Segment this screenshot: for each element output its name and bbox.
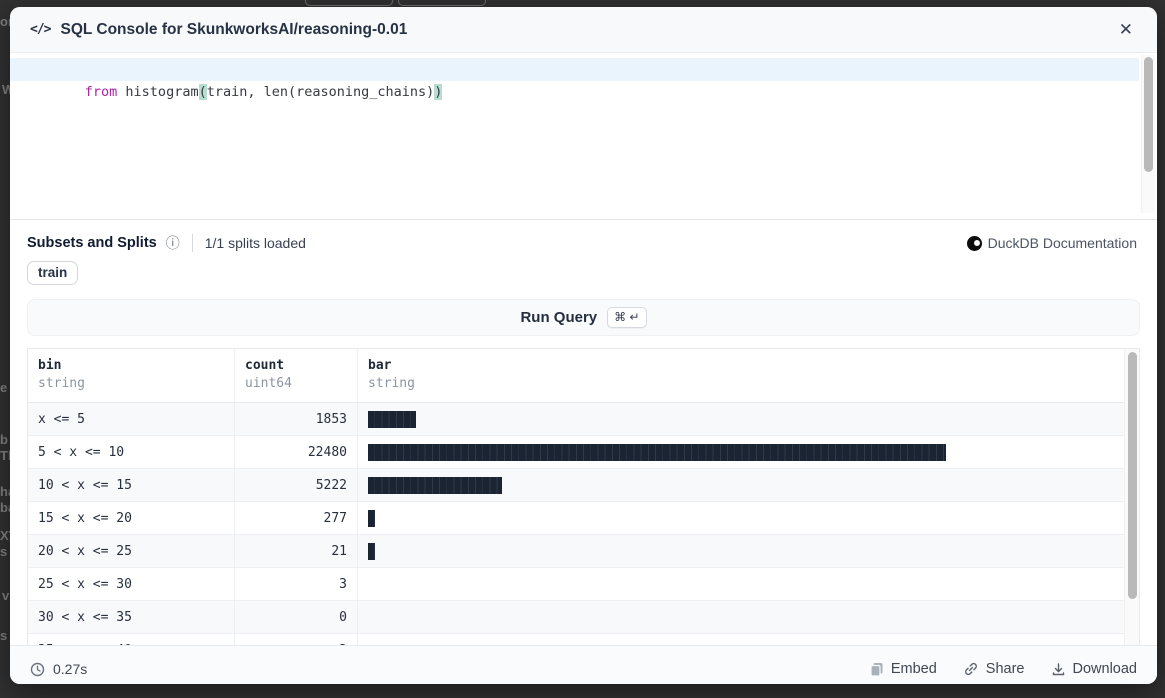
cell-count: 22480: [235, 436, 358, 468]
split-badge[interactable]: train: [27, 261, 79, 285]
divider: [191, 234, 193, 252]
cell-count: 21: [235, 535, 358, 567]
duckdb-logo-icon: [966, 235, 982, 251]
subsets-row: Subsets and Splits ⓘ 1/1 splits loaded D…: [10, 220, 1157, 252]
cell-count: 2: [235, 634, 358, 645]
cell-bar: [358, 436, 1124, 468]
cell-bin: 20 < x <= 25: [28, 535, 235, 567]
backdrop-text-fragment: s: [0, 544, 8, 559]
column-name: count: [245, 358, 285, 373]
cell-count: 277: [235, 502, 358, 534]
cell-bar: [358, 568, 1124, 600]
cell-count: 3: [235, 568, 358, 600]
keyboard-shortcut-badge: ⌘ ↵: [607, 307, 647, 328]
splits-loaded-status: 1/1 splits loaded: [204, 235, 306, 251]
table-row[interactable]: 5 < x <= 10 22480: [28, 436, 1124, 469]
cell-count: 0: [235, 601, 358, 633]
table-scrollbar-thumb[interactable]: [1127, 352, 1137, 599]
run-query-button[interactable]: Run Query ⌘ ↵: [27, 299, 1140, 336]
embed-label: Embed: [890, 661, 937, 677]
column-header-bar[interactable]: bar string: [358, 349, 1124, 402]
table-row[interactable]: 30 < x <= 35 0: [28, 601, 1124, 634]
table-row[interactable]: x <= 5 1853: [28, 403, 1124, 436]
download-label: Download: [1072, 661, 1138, 677]
cell-bin: 5 < x <= 10: [28, 436, 235, 468]
cell-bar: [358, 535, 1124, 567]
run-query-label: Run Query: [520, 309, 598, 326]
backdrop-button-outline: [305, 0, 393, 6]
backdrop-button-outline: [398, 0, 486, 6]
share-label: Share: [985, 661, 1025, 677]
column-type: string: [38, 376, 85, 391]
download-button[interactable]: Download: [1051, 661, 1138, 677]
backdrop-text-fragment: e: [0, 380, 8, 395]
table-row[interactable]: 15 < x <= 20 277: [28, 502, 1124, 535]
splits-list: train: [10, 252, 1157, 285]
sql-token: histogram: [117, 84, 199, 100]
close-icon[interactable]: ✕: [1118, 20, 1133, 39]
cell-bin: 35 < x <= 40: [28, 634, 235, 645]
cell-bin: 25 < x <= 30: [28, 568, 235, 600]
share-link-icon: [964, 662, 977, 676]
sql-token-bracket: (: [198, 84, 207, 100]
subsets-title: Subsets and Splits: [27, 235, 157, 251]
code-icon: </>: [30, 22, 52, 37]
duckdb-documentation-label: DuckDB Documentation: [987, 235, 1137, 251]
sql-editor-active-line[interactable]: from histogram(train, len(reasoning_chai…: [10, 58, 1139, 100]
histogram-bar: [368, 476, 502, 494]
sql-editor[interactable]: from histogram(train, len(reasoning_chai…: [10, 53, 1157, 220]
table-row[interactable]: 25 < x <= 30 3: [28, 568, 1124, 601]
column-name: bar: [368, 358, 392, 373]
sql-console-modal: </> SQL Console for SkunkworksAI/reasoni…: [10, 7, 1157, 684]
column-type: uint64: [245, 376, 292, 391]
sql-token: train, len(reasoning_chains): [206, 84, 435, 100]
histogram-bar: [368, 410, 416, 428]
cell-bar: [358, 502, 1124, 534]
table-scrollbar[interactable]: [1124, 349, 1139, 645]
embed-icon: [870, 662, 883, 677]
duckdb-documentation-link[interactable]: DuckDB Documentation: [966, 235, 1137, 251]
query-duration-value: 0.27s: [53, 661, 88, 677]
modal-footer: 0.27s Embed Share: [10, 645, 1157, 684]
backdrop-text-fragment: s: [0, 628, 8, 643]
cell-bar: [358, 634, 1124, 645]
cell-bin: 15 < x <= 20: [28, 502, 235, 534]
cell-bar: [358, 601, 1124, 633]
column-header-count[interactable]: count uint64: [235, 349, 358, 402]
table-row[interactable]: 10 < x <= 15 5222: [28, 469, 1124, 502]
cell-bin: x <= 5: [28, 403, 235, 435]
query-duration: 0.27s: [30, 661, 87, 677]
table-row[interactable]: 20 < x <= 25 21: [28, 535, 1124, 568]
results-table-body: x <= 5 1853 5 < x <= 10 22480 10 < x <= 15 52…: [28, 403, 1124, 645]
histogram-bar: [368, 509, 375, 527]
backdrop-text-fragment: v: [2, 588, 10, 603]
download-icon: [1052, 662, 1064, 675]
modal-title: SQL Console for SkunkworksAI/reasoning-0…: [60, 20, 408, 38]
cell-bin: 10 < x <= 15: [28, 469, 235, 501]
backdrop-text-fragment: b: [0, 432, 8, 447]
editor-scrollbar-thumb[interactable]: [1144, 57, 1153, 172]
results-table-header: bin string count uint64 bar string: [28, 349, 1124, 403]
modal-header: </> SQL Console for SkunkworksAI/reasoni…: [10, 7, 1157, 53]
table-row[interactable]: 35 < x <= 402: [28, 634, 1124, 645]
embed-button[interactable]: Embed: [870, 661, 937, 677]
cell-count: 1853: [235, 403, 358, 435]
sql-token-keyword: from: [84, 84, 118, 100]
clock-icon: [30, 662, 45, 676]
share-button[interactable]: Share: [963, 661, 1025, 677]
cell-bar: [358, 469, 1124, 501]
column-type: string: [368, 376, 415, 391]
results-table: bin string count uint64 bar string x <= …: [27, 348, 1140, 645]
cell-bar: [358, 403, 1124, 435]
histogram-bar: [368, 542, 375, 560]
sql-token-bracket: ): [434, 84, 443, 100]
cell-count: 5222: [235, 469, 358, 501]
column-header-bin[interactable]: bin string: [28, 349, 235, 402]
editor-scrollbar[interactable]: [1141, 55, 1155, 213]
info-icon[interactable]: ⓘ: [165, 235, 180, 251]
column-name: bin: [38, 358, 62, 373]
cell-bin: 30 < x <= 35: [28, 601, 235, 633]
histogram-bar: [368, 443, 946, 461]
